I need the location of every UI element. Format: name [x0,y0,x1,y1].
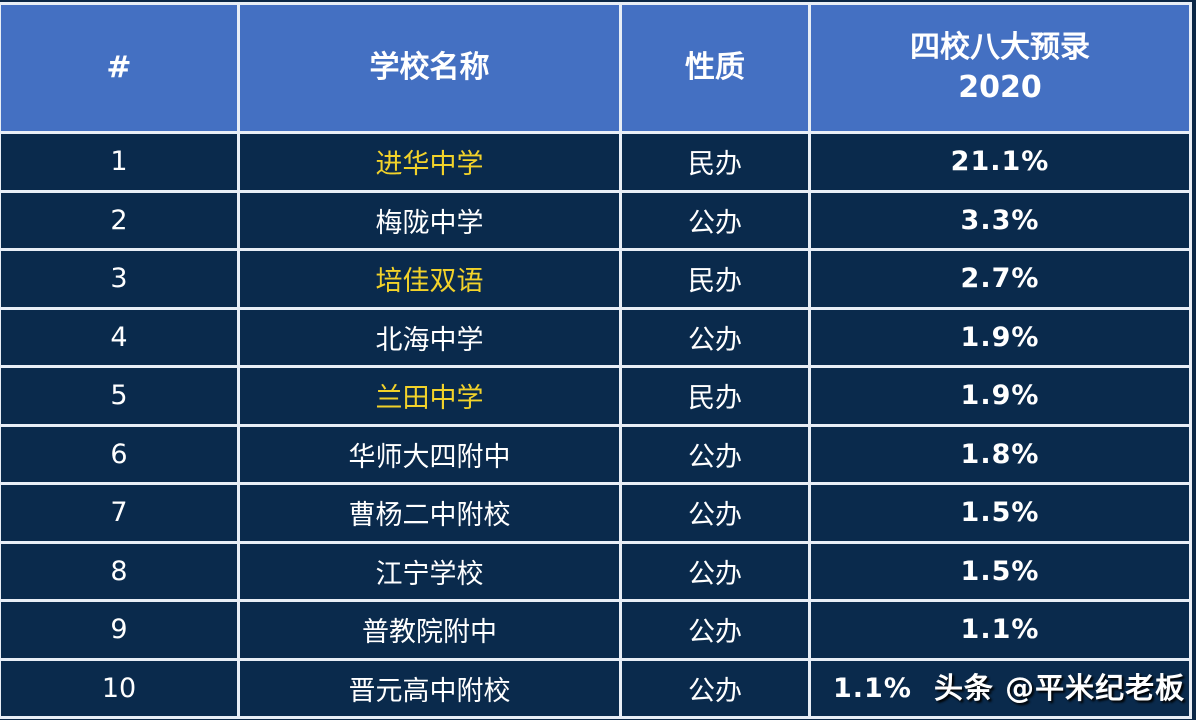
table-row: 5 兰田中学 民办 1.9% [0,365,1192,427]
type-cell: 公办 [619,657,811,719]
type-cell: 公办 [619,189,811,251]
school-name-cell: 江宁学校 [237,540,622,602]
header-row: # 学校名称 性质 四校八大预录 2020 [0,2,1192,134]
type-cell: 民办 [619,248,811,310]
type-cell: 公办 [619,482,811,544]
table-row: 7 曹杨二中附校 公办 1.5% [0,482,1192,544]
rate-cell: 1.1% [808,599,1192,661]
rate-cell: 2.7% [808,248,1192,310]
rate-cell: 1.5% [808,540,1192,602]
rate-cell: 1.8% [808,423,1192,485]
rank-cell: 3 [0,248,240,310]
table-row: 1 进华中学 民办 21.1% [0,131,1192,193]
rate-cell: 1.1% [808,657,1192,719]
rank-cell: 9 [0,599,240,661]
rate-cell: 1.9% [808,306,1192,368]
school-name-cell: 培佳双语 [237,248,622,310]
rank-cell: 6 [0,423,240,485]
table-row: 2 梅陇中学 公办 3.3% [0,189,1192,251]
rate-cell: 3.3% [808,189,1192,251]
type-cell: 公办 [619,423,811,485]
school-name-cell: 梅陇中学 [237,189,622,251]
rank-cell: 7 [0,482,240,544]
school-name-cell: 兰田中学 [237,365,622,427]
rank-cell: 2 [0,189,240,251]
rank-cell: 10 [0,657,240,719]
rate-cell: 21.1% [808,131,1192,193]
header-rank: # [0,2,240,134]
watermark: 头条 @平米纪老板 [934,671,1186,705]
header-rate-title: 四校八大预录 [910,30,1090,65]
rate-cell: 1.5% [808,482,1192,544]
header-type: 性质 [619,2,811,134]
school-name-cell: 北海中学 [237,306,622,368]
type-cell: 公办 [619,599,811,661]
school-name-cell: 进华中学 [237,131,622,193]
school-name-cell: 晋元高中附校 [237,657,622,719]
header-school-name: 学校名称 [237,2,622,134]
table-row: 9 普教院附中 公办 1.1% [0,599,1192,661]
type-cell: 民办 [619,365,811,427]
school-name-cell: 普教院附中 [237,599,622,661]
rank-cell: 5 [0,365,240,427]
school-name-cell: 华师大四附中 [237,423,622,485]
type-cell: 公办 [619,540,811,602]
table-row: 8 江宁学校 公办 1.5% [0,540,1192,602]
rank-cell: 1 [0,131,240,193]
type-cell: 民办 [619,131,811,193]
table-row: 3 培佳双语 民办 2.7% [0,248,1192,310]
type-cell: 公办 [619,306,811,368]
table-row: 4 北海中学 公办 1.9% [0,306,1192,368]
school-name-cell: 曹杨二中附校 [237,482,622,544]
header-rate-year: 2020 [958,70,1042,105]
rank-cell: 4 [0,306,240,368]
rank-cell: 8 [0,540,240,602]
header-rate: 四校八大预录 2020 [808,2,1192,134]
table-row: 6 华师大四附中 公办 1.8% [0,423,1192,485]
rate-cell: 1.9% [808,365,1192,427]
table-row: 10 晋元高中附校 公办 1.1% [0,657,1192,719]
